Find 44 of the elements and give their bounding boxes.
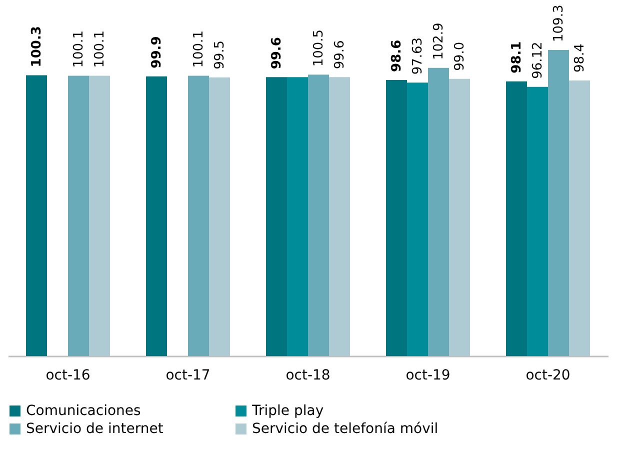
bar	[308, 74, 329, 356]
x-tick-label: oct-16	[46, 368, 90, 384]
bar	[329, 77, 350, 356]
bar	[449, 78, 470, 356]
x-tick-label: oct-18	[286, 368, 330, 384]
data-label: 97.63	[410, 37, 426, 75]
x-tick-label: oct-20	[526, 368, 570, 384]
bar	[68, 76, 89, 356]
bar	[89, 76, 110, 356]
data-label: 99.0	[452, 42, 468, 71]
data-label: 99.9	[150, 36, 164, 68]
bar	[146, 76, 167, 356]
data-label: 98.6	[390, 40, 404, 72]
bar	[407, 82, 428, 356]
x-tick-label: oct-19	[406, 368, 450, 384]
data-label: 98.4	[572, 44, 588, 73]
bar	[266, 77, 287, 356]
bar	[428, 68, 449, 356]
data-label: 96.12	[530, 42, 546, 79]
data-label: 98.1	[510, 41, 524, 74]
data-label: 99.6	[332, 40, 348, 70]
data-label: 99.6	[270, 37, 284, 70]
bar	[569, 80, 590, 356]
bar	[209, 77, 230, 356]
data-label: 100.3	[30, 26, 44, 68]
bar	[26, 75, 47, 356]
legend-label: Comunicaciones	[26, 403, 141, 419]
x-tick-label: oct-17	[166, 368, 210, 384]
bar	[548, 50, 569, 356]
data-label: 99.5	[212, 40, 228, 70]
data-label: 100.5	[312, 29, 326, 67]
data-label: 100.1	[72, 30, 86, 68]
legend-label: Triple play	[251, 403, 324, 419]
bar	[287, 77, 308, 356]
data-label: 100.1	[92, 30, 108, 68]
bar	[506, 81, 527, 356]
bar	[527, 86, 548, 356]
data-label: 100.1	[192, 30, 206, 68]
bar	[188, 76, 209, 356]
bar	[386, 80, 407, 356]
data-label: 102.9	[432, 22, 446, 60]
legend-label: Servicio de telefonía móvil	[252, 421, 438, 437]
data-label: 109.3	[552, 4, 566, 42]
legend-label: Servicio de internet	[26, 421, 164, 437]
